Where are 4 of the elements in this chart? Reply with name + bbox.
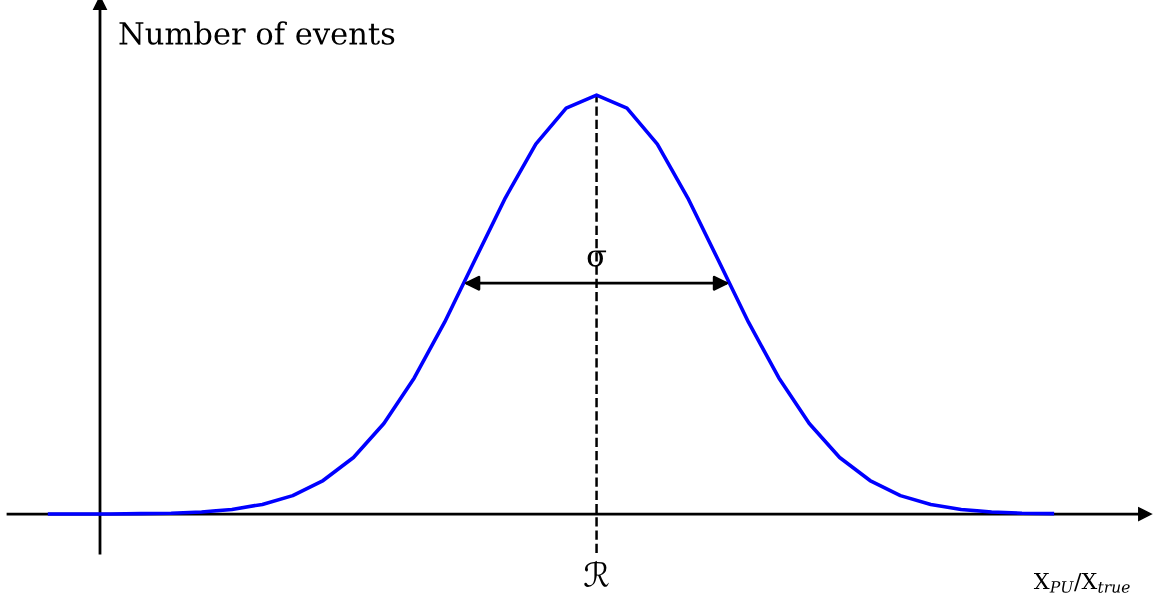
x-axis-title: X$_{PU}$/X$_{true}$ — [1033, 572, 1130, 593]
y-axis-title: Number of events — [119, 21, 395, 45]
annotation: σ — [587, 250, 607, 267]
text: ℛ — [584, 560, 609, 587]
